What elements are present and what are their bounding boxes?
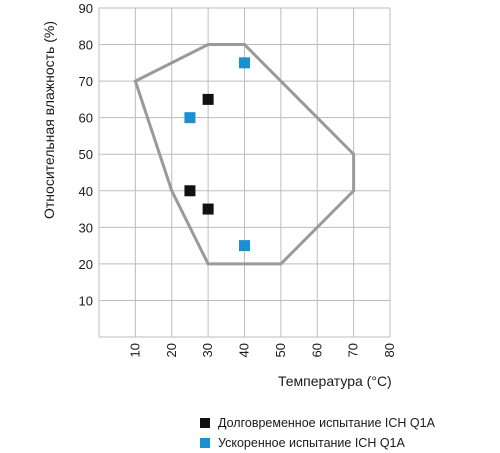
climate-region-polygon: [133, 43, 356, 266]
data-point-series1-2: [239, 240, 250, 252]
legend-item-long-term: Долговременное испытание ICH Q1A: [200, 413, 435, 433]
y-tick-label-30: 30: [79, 220, 93, 235]
legend-item-accelerated: Ускоренное испытание ICH Q1A: [200, 433, 435, 453]
x-tick-label-40: 40: [237, 343, 252, 357]
y-tick-label-10: 10: [79, 293, 93, 308]
x-tick-label-30: 30: [200, 343, 215, 357]
x-tick-label-60: 60: [309, 343, 324, 357]
x-tick-label-10: 10: [127, 343, 142, 357]
x-axis-title: Температура (°C): [278, 373, 392, 389]
legend-label-accelerated: Ускоренное испытание ICH Q1A: [218, 436, 405, 450]
y-tick-labels: 10 20 30 40 50 60 70 80 90: [79, 1, 93, 308]
legend-label-long-term: Долговременное испытание ICH Q1A: [218, 416, 435, 430]
legend: Долговременное испытание ICH Q1A Ускорен…: [200, 413, 435, 453]
x-tick-label-20: 20: [164, 343, 179, 357]
x-tick-label-80: 80: [382, 343, 397, 357]
y-tick-label-60: 60: [79, 111, 93, 126]
y-tick-label-70: 70: [79, 74, 93, 89]
legend-swatch-accelerated: [200, 438, 210, 448]
y-tick-label-50: 50: [79, 147, 93, 162]
y-tick-label-90: 90: [79, 1, 93, 16]
x-tick-label-70: 70: [346, 343, 361, 357]
data-point-series1-1: [239, 57, 250, 69]
y-tick-label-80: 80: [79, 38, 93, 53]
x-tick-label-50: 50: [273, 343, 288, 357]
plot-frame: [98, 7, 391, 338]
data-point-series1-0: [184, 112, 196, 124]
data-point-series0-1: [202, 203, 214, 215]
y-tick-label-20: 20: [79, 257, 93, 272]
data-points: [184, 57, 250, 252]
legend-swatch-long-term: [200, 418, 210, 428]
y-tick-label-40: 40: [79, 184, 93, 199]
region-layer: [133, 43, 356, 266]
data-point-series0-0: [184, 185, 196, 197]
y-axis-title: Относительная влажность (%): [41, 21, 57, 219]
x-tick-labels: 10 20 30 40 50 60 70 80: [127, 343, 397, 357]
grid: [98, 7, 391, 338]
data-point-series0-2: [202, 93, 214, 105]
